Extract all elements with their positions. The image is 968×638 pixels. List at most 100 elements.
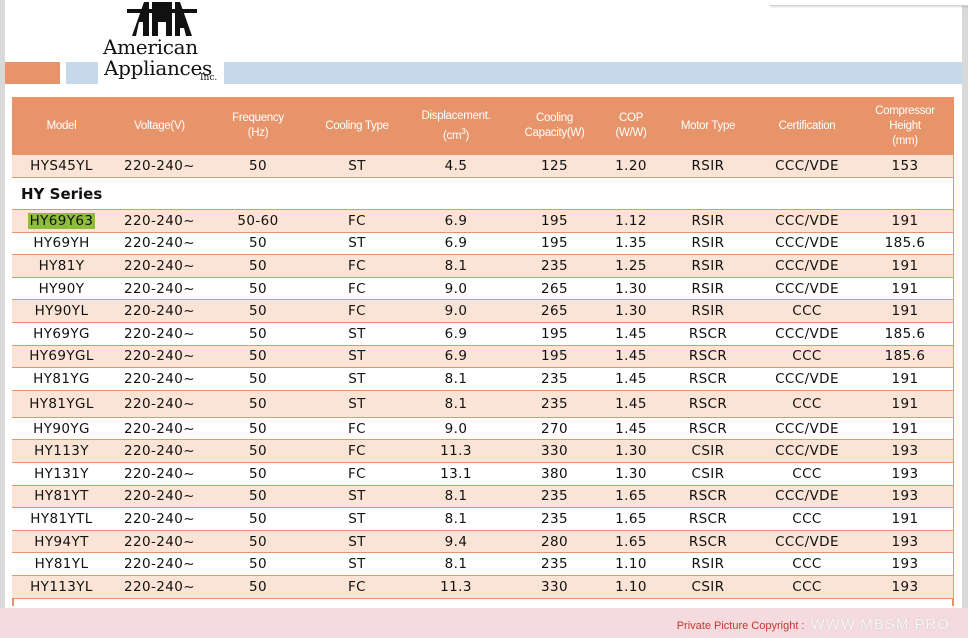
cell-voltage: 220-240~ [111, 155, 208, 178]
cell-cooling-capacity: 235 [506, 552, 603, 576]
cell-cooling-capacity: 380 [506, 462, 603, 486]
cell-motor-type: RSCR [659, 507, 757, 531]
cell-cooling-type: ST [308, 530, 406, 554]
cell-height: 153 [857, 155, 953, 178]
header-band-blue-right [224, 62, 962, 84]
cell-certification: CCC/VDE [757, 254, 857, 278]
cell-height: 191 [857, 417, 953, 441]
cell-height: 185.6 [857, 345, 953, 369]
cell-cooling-capacity: 195 [506, 232, 603, 256]
table-row: HY113YL 220-240~ 50 FC 11.3 330 1.10 CSIR CCC 193 [12, 575, 953, 599]
logo-text-american: American [103, 35, 198, 59]
cell-height: 185.6 [857, 322, 953, 346]
cell-frequency: 50 [208, 485, 308, 509]
cell-motor-type: RSCR [659, 390, 757, 418]
cell-certification: CCC [757, 462, 857, 486]
cell-motor-type: RSIR [659, 277, 757, 301]
table-row: HY81YG 220-240~ 50 ST 8.1 235 1.45 RSCR CCC/VDE 1… [12, 367, 953, 391]
col-header-certification: Certification [757, 97, 857, 155]
col-header-compressor-height: Compressor Height (mm) [857, 97, 953, 155]
cell-cop: 1.25 [603, 254, 659, 278]
cell-motor-type: RSIR [659, 155, 757, 178]
cell-motor-type: RSIR [659, 232, 757, 256]
cell-frequency: 50 [208, 322, 308, 346]
cell-motor-type: RSCR [659, 322, 757, 346]
cell-certification: CCC [757, 507, 857, 531]
table-row: HY81YL 220-240~ 50 ST 8.1 235 1.10 RSIR CCC 193 [12, 552, 953, 576]
cell-model: HY81YG [12, 367, 111, 391]
cell-height: 193 [857, 462, 953, 486]
section-header-row: HY Series [12, 177, 953, 210]
table-row: HY69YH 220-240~ 50 ST 6.9 195 1.35 RSIR CCC/VDE 1… [12, 232, 953, 256]
cell-motor-type: RSCR [659, 367, 757, 391]
cell-cooling-type: ST [308, 485, 406, 509]
cell-height: 191 [857, 254, 953, 278]
cell-model: HY113Y [12, 439, 111, 463]
col-header-voltage: Voltage(V) [111, 97, 208, 155]
cell-cooling-capacity: 235 [506, 254, 603, 278]
cell-displacement: 4.5 [406, 155, 506, 178]
cell-certification: CCC/VDE [757, 155, 857, 178]
cell-cooling-type: FC [308, 417, 406, 441]
cell-height: 193 [857, 552, 953, 576]
col-header-displacement: Displacement. (cm3) [406, 97, 506, 155]
cell-cop: 1.30 [603, 462, 659, 486]
cell-voltage: 220-240~ [111, 439, 208, 463]
cell-voltage: 220-240~ [111, 209, 208, 233]
cell-certification: CCC/VDE [757, 277, 857, 301]
cell-cooling-capacity: 235 [506, 507, 603, 531]
table-row: HYS45YL 220-240~ 50 ST 4.5 125 1.20 RSIR… [12, 155, 953, 178]
cell-displacement: 9.0 [406, 417, 506, 441]
cell-model: HY81YL [12, 552, 111, 576]
cell-voltage: 220-240~ [111, 345, 208, 369]
top-card-edge [770, 0, 968, 6]
cell-cop: 1.45 [603, 417, 659, 441]
cell-voltage: 220-240~ [111, 299, 208, 323]
cell-model: HY69Y63 [12, 209, 111, 233]
cell-displacement: 11.3 [406, 575, 506, 599]
cell-voltage: 220-240~ [111, 552, 208, 576]
cell-model: HY69YG [12, 322, 111, 346]
cell-certification: CCC/VDE [757, 232, 857, 256]
cell-model: HY81YTL [12, 507, 111, 531]
cell-height: 191 [857, 507, 953, 531]
cell-frequency: 50 [208, 254, 308, 278]
cell-frequency: 50 [208, 439, 308, 463]
cell-voltage: 220-240~ [111, 507, 208, 531]
cell-cop: 1.45 [603, 390, 659, 418]
cell-voltage: 220-240~ [111, 575, 208, 599]
cell-motor-type: CSIR [659, 575, 757, 599]
cell-cop: 1.10 [603, 575, 659, 599]
cell-motor-type: RSIR [659, 552, 757, 576]
cell-cooling-capacity: 270 [506, 417, 603, 441]
cell-cooling-type: FC [308, 209, 406, 233]
cell-model: HY90Y [12, 277, 111, 301]
cell-certification: CCC [757, 390, 857, 418]
cell-voltage: 220-240~ [111, 390, 208, 418]
footer-bar [0, 608, 968, 638]
table-header-row: Model Voltage(V) Frequency (Hz) Cooling T… [12, 97, 953, 155]
table-row: HY90Y 220-240~ 50 FC 9.0 265 1.30 RSIR CCC/VDE 19… [12, 277, 953, 301]
cell-voltage: 220-240~ [111, 485, 208, 509]
cell-height: 185.6 [857, 232, 953, 256]
cell-cooling-type: ST [308, 367, 406, 391]
cell-displacement: 6.9 [406, 345, 506, 369]
cell-height: 193 [857, 575, 953, 599]
copyright-label: Private Picture Copyright : [676, 620, 805, 632]
table-row: HY81YT 220-240~ 50 ST 8.1 235 1.65 RSCR CCC/VDE 1… [12, 485, 953, 509]
highlighted-model: HY69Y63 [27, 212, 96, 229]
section-title: HY Series [12, 177, 953, 210]
cell-cop: 1.45 [603, 367, 659, 391]
cell-certification: CCC/VDE [757, 322, 857, 346]
col-header-cop: COP (W/W) [603, 97, 659, 155]
logo-text-inc: Inc. [200, 73, 218, 83]
cell-voltage: 220-240~ [111, 417, 208, 441]
left-frame-edge [0, 0, 5, 608]
cell-model: HY81Y [12, 254, 111, 278]
table-row: HY81Y 220-240~ 50 FC 8.1 235 1.25 RSIR CCC/VDE 19… [12, 254, 953, 278]
cell-model: HY113YL [12, 575, 111, 599]
cell-height: 193 [857, 439, 953, 463]
cell-displacement: 8.1 [406, 254, 506, 278]
cell-cop: 1.30 [603, 277, 659, 301]
cell-cooling-capacity: 280 [506, 530, 603, 554]
